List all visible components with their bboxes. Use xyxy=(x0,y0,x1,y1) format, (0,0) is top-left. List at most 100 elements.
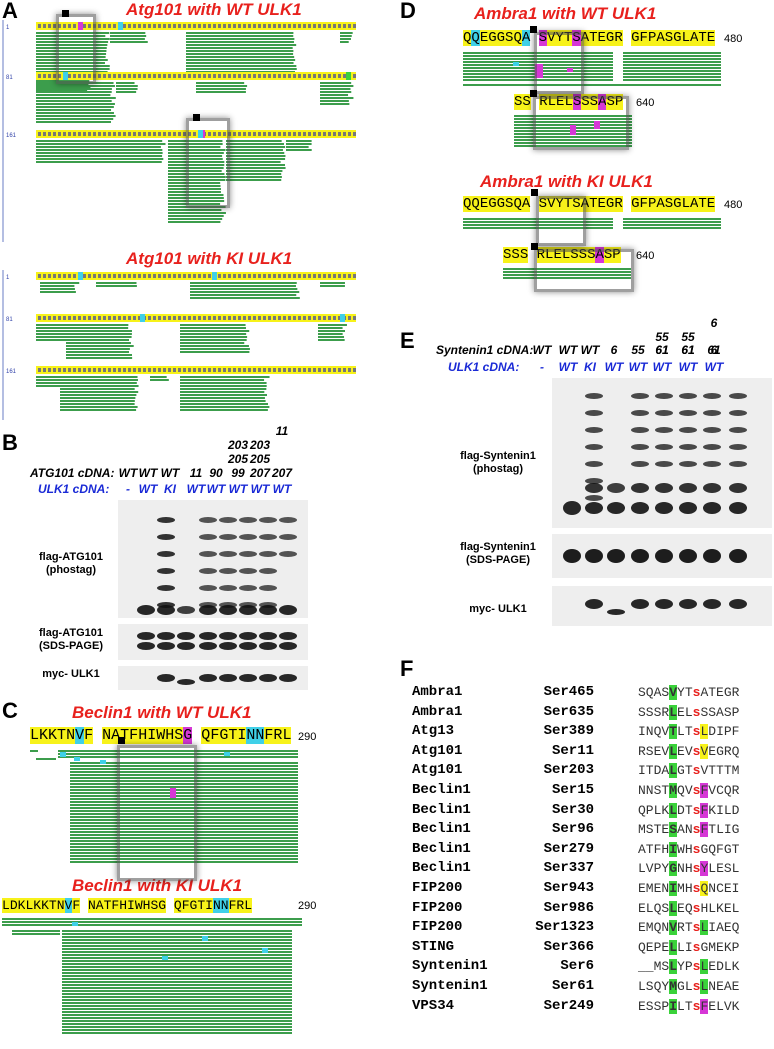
peptide-bar xyxy=(168,179,226,181)
peptide-bar xyxy=(70,828,298,830)
blot-band xyxy=(219,642,237,650)
peptide-bar xyxy=(70,843,298,845)
residue: R xyxy=(614,196,623,212)
peptide-bar xyxy=(463,52,613,54)
peptide-bar xyxy=(70,780,298,782)
motif-residue: LSQY xyxy=(638,979,670,994)
blot-band xyxy=(631,393,649,399)
residue: L xyxy=(681,30,690,46)
modified-residue xyxy=(60,752,66,757)
residue: S xyxy=(578,247,588,263)
peptide-bar xyxy=(62,975,292,977)
lane-ulk-7: WT xyxy=(704,360,724,374)
residue-mark xyxy=(108,132,111,136)
residue-mark xyxy=(98,132,101,136)
residue: L xyxy=(547,94,557,110)
residue-mark xyxy=(63,368,66,372)
residue-mark xyxy=(318,316,321,320)
motif-site: Ser635 xyxy=(543,703,594,720)
residue-mark xyxy=(268,74,271,78)
residue-mark xyxy=(288,24,291,28)
residue: N xyxy=(246,727,256,744)
residue-mark xyxy=(168,132,171,136)
motif-residue: VCQR xyxy=(708,783,740,798)
residue: R xyxy=(236,898,245,913)
residue: A xyxy=(598,94,607,110)
residue-mark xyxy=(88,368,91,372)
residue: N xyxy=(66,727,76,744)
motif-residue: s xyxy=(692,998,701,1014)
row-number: 81 xyxy=(6,75,13,81)
peptide-bar xyxy=(318,324,347,326)
motif-residue: SQAS xyxy=(638,685,670,700)
peptide-bar xyxy=(70,831,298,833)
lane-cdna-1: WT xyxy=(138,466,158,480)
residue-mark xyxy=(283,316,286,320)
modified-residue xyxy=(72,922,78,926)
motif-protein: Atg13 xyxy=(412,723,455,740)
residue: T xyxy=(698,196,707,212)
residue-mark xyxy=(218,274,221,278)
residue-mark xyxy=(308,132,311,136)
peptide-bar xyxy=(514,136,632,138)
peptide-bar xyxy=(62,990,292,992)
residue-mark xyxy=(178,132,181,136)
residue-mark xyxy=(298,132,301,136)
residue-mark xyxy=(188,274,191,278)
residue-mark xyxy=(248,132,251,136)
residue-mark xyxy=(103,132,106,136)
peptide-bar xyxy=(70,837,298,839)
panel-d-ki-pos1: 480 xyxy=(724,199,743,211)
residue-mark xyxy=(73,132,76,136)
peptide-bar xyxy=(623,227,721,229)
peptide-bar xyxy=(66,351,129,353)
residue-mark xyxy=(128,316,131,320)
blot-band xyxy=(279,632,297,640)
peptide-bar xyxy=(96,282,137,284)
peptide-bar xyxy=(226,176,282,178)
peptide-bar xyxy=(70,795,298,797)
peptide-bar xyxy=(36,158,164,160)
residue-mark xyxy=(288,132,291,136)
residue-mark xyxy=(43,274,46,278)
residue-mark xyxy=(223,132,226,136)
peptide-bar xyxy=(36,330,92,332)
residue: T xyxy=(57,727,67,744)
residue-mark xyxy=(113,24,116,28)
residue: I xyxy=(147,727,157,744)
residue: N xyxy=(212,898,221,913)
peptide-bar xyxy=(320,85,354,87)
motif-residue: s xyxy=(692,881,701,896)
peptide-bar xyxy=(70,858,298,860)
peptide-bar xyxy=(180,327,246,329)
residue-mark xyxy=(263,368,266,372)
peptide-bar xyxy=(623,224,721,226)
panel-b-blot-label-1: flag-ATG101 (phostag) xyxy=(39,551,103,576)
lane-cdna-1: WT xyxy=(558,343,578,357)
motif-residue: NCEI xyxy=(708,881,740,896)
modified-residue xyxy=(594,121,600,129)
lane-ulk-4: WT xyxy=(206,482,226,496)
residue-mark xyxy=(43,74,46,78)
peptide-bar xyxy=(180,403,268,405)
peptide-bar xyxy=(320,103,350,105)
panel-d-ki-title: Ambra1 with KI ULK1 xyxy=(480,172,653,191)
blot-band xyxy=(585,495,603,501)
motif-residue: s xyxy=(692,802,701,818)
peptide-bar xyxy=(70,861,298,863)
panel-d-wt-pos1: 480 xyxy=(724,33,743,45)
residue-mark xyxy=(328,132,331,136)
residue-mark xyxy=(118,368,121,372)
residue-mark xyxy=(183,368,186,372)
peptide-bar xyxy=(62,960,292,962)
motif-residue: EGRQ xyxy=(708,743,740,759)
residue: L xyxy=(681,196,690,212)
residue: P xyxy=(614,94,624,110)
motif-protein: VPS34 xyxy=(412,997,455,1014)
residue: W xyxy=(134,898,143,913)
peptide-bar xyxy=(226,158,286,160)
panel-d-wt-coverage2 xyxy=(514,113,634,151)
lane-ulk-3: WT xyxy=(186,482,206,496)
motif-residue: L xyxy=(669,900,678,916)
residue-mark xyxy=(228,368,231,372)
